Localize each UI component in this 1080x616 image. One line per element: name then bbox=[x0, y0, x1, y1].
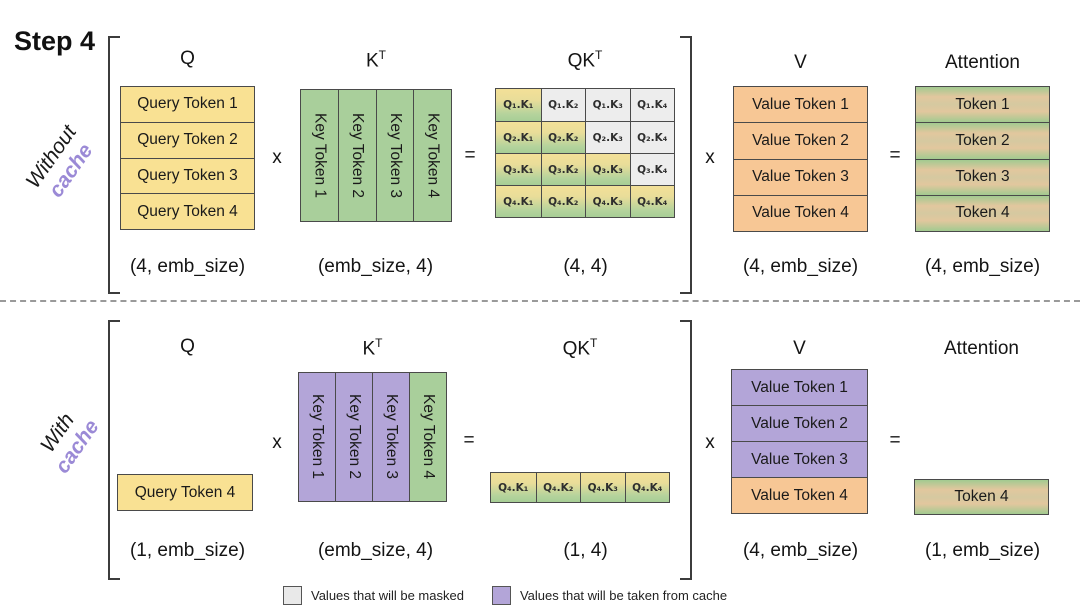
value-token-row: Value Token 3 bbox=[732, 441, 867, 477]
key-token-col: Key Token 3 bbox=[375, 90, 414, 221]
right-bracket-with bbox=[680, 320, 692, 580]
qk-cell: Q₁.K₂ bbox=[540, 89, 585, 121]
qk-cell: Q₁.K₄ bbox=[629, 89, 674, 121]
matrix-title-qkt-with: QKT bbox=[562, 336, 598, 360]
shape-label: (4, emb_size) bbox=[129, 256, 246, 277]
equals-operator: = bbox=[464, 145, 476, 166]
qk-cell: Q₂.K₃ bbox=[585, 121, 630, 153]
query-token-box: Query Token 4 bbox=[117, 474, 253, 511]
attention-matrix-without: Token 1 Token 2 Token 3 Token 4 bbox=[915, 86, 1050, 232]
masked-legend-swatch bbox=[283, 586, 302, 605]
cache-legend-swatch bbox=[491, 586, 511, 605]
equals-operator: = bbox=[463, 430, 475, 451]
query-token-row: Query Token 1 bbox=[121, 87, 254, 122]
key-token-col: Key Token 1 bbox=[299, 373, 335, 501]
shape-label: (1, emb_size) bbox=[129, 540, 246, 561]
matrix-title-kt-with: KT bbox=[362, 336, 383, 360]
right-bracket-without bbox=[680, 36, 692, 294]
qk-cell: Q₄.K₄ bbox=[629, 185, 674, 217]
key-token-col: Key Token 3 bbox=[372, 373, 409, 501]
qk-cell: Q₂.K₁ bbox=[496, 121, 541, 153]
shape-label: (4, emb_size) bbox=[924, 256, 1041, 277]
kt-matrix-with: Key Token 1 Key Token 2 Key Token 3 Key … bbox=[298, 372, 447, 502]
matrix-title-v-without: V bbox=[794, 52, 807, 73]
q-matrix-without: Query Token 1 Query Token 2 Query Token … bbox=[120, 86, 255, 230]
qk-cell: Q₄.K₂ bbox=[535, 473, 580, 502]
matrix-title-qkt-without: QKT bbox=[567, 48, 603, 72]
kt-matrix-without: Key Token 1 Key Token 2 Key Token 3 Key … bbox=[300, 89, 452, 222]
qk-cell: Q₄.K₃ bbox=[580, 473, 625, 502]
matrix-title-kt-without: KT bbox=[365, 48, 387, 72]
shape-label: (1, 4) bbox=[563, 540, 608, 561]
row-label-without: Without cache bbox=[2, 116, 122, 212]
key-token-col: Key Token 4 bbox=[409, 373, 446, 501]
qkt-grid-without: Q₁.K₁ Q₁.K₂ Q₁.K₃ Q₁.K₄ Q₂.K₁ Q₂.K₂ Q₂.K… bbox=[495, 88, 675, 218]
key-token-col: Key Token 2 bbox=[335, 373, 372, 501]
step-title: Step 4 bbox=[14, 26, 96, 56]
shape-label: (1, emb_size) bbox=[924, 540, 1041, 561]
query-token-row: Query Token 3 bbox=[121, 157, 254, 194]
qk-cell: Q₁.K₃ bbox=[585, 89, 630, 121]
left-bracket-without bbox=[108, 36, 120, 294]
value-token-row: Value Token 2 bbox=[732, 405, 867, 441]
shape-label: (4, emb_size) bbox=[742, 256, 859, 277]
key-token-col: Key Token 4 bbox=[413, 90, 451, 221]
value-token-row: Value Token 2 bbox=[734, 122, 867, 159]
matrix-title-attention-with: Attention bbox=[944, 338, 1019, 359]
matrix-title-q-without: Q bbox=[180, 48, 195, 69]
key-token-col: Key Token 2 bbox=[337, 90, 376, 221]
value-token-row: Value Token 4 bbox=[734, 194, 867, 231]
qk-cell: Q₄.K₃ bbox=[585, 185, 630, 217]
qk-cell: Q₄.K₂ bbox=[540, 185, 585, 217]
qk-cell: Q₂.K₄ bbox=[629, 121, 674, 153]
legend: Values that will be masked Values that w… bbox=[283, 586, 727, 605]
left-bracket-with bbox=[108, 320, 120, 580]
v-matrix-without: Value Token 1 Value Token 2 Value Token … bbox=[733, 86, 868, 232]
multiply-operator: x bbox=[705, 432, 715, 453]
qk-cell: Q₃.K₁ bbox=[496, 153, 541, 185]
multiply-operator: x bbox=[272, 432, 282, 453]
qk-cell: Q₃.K₃ bbox=[585, 153, 630, 185]
equals-operator: = bbox=[889, 145, 901, 166]
value-token-row: Value Token 1 bbox=[734, 87, 867, 123]
attention-token-row: Token 3 bbox=[916, 158, 1049, 195]
multiply-operator: x bbox=[705, 147, 715, 168]
key-token-col: Key Token 1 bbox=[301, 90, 338, 221]
qk-cell: Q₄.K₄ bbox=[624, 473, 669, 502]
attention-token-row: Token 4 bbox=[916, 194, 1049, 231]
section-divider bbox=[0, 300, 1080, 302]
query-token-row: Query Token 4 bbox=[121, 193, 254, 229]
multiply-operator: x bbox=[272, 147, 282, 168]
shape-label: (emb_size, 4) bbox=[317, 540, 434, 561]
qk-cell: Q₃.K₄ bbox=[629, 153, 674, 185]
masked-legend-label: Values that will be masked bbox=[311, 588, 464, 603]
equals-operator: = bbox=[889, 430, 901, 451]
attention-token-row: Token 2 bbox=[916, 122, 1049, 159]
attention-token-row: Token 1 bbox=[916, 87, 1049, 123]
shape-label: (emb_size, 4) bbox=[317, 256, 434, 277]
qk-cell: Q₁.K₁ bbox=[496, 89, 541, 121]
value-token-row: Value Token 4 bbox=[732, 477, 867, 513]
qkt-grid-with: Q₄.K₁ Q₄.K₂ Q₄.K₃ Q₄.K₄ bbox=[490, 472, 670, 503]
shape-label: (4, 4) bbox=[563, 256, 608, 277]
matrix-title-attention-without: Attention bbox=[945, 52, 1020, 73]
qk-cell: Q₄.K₁ bbox=[491, 473, 536, 502]
v-matrix-with: Value Token 1 Value Token 2 Value Token … bbox=[731, 369, 868, 514]
cache-legend-label: Values that will be taken from cache bbox=[519, 588, 728, 603]
value-token-row: Value Token 1 bbox=[732, 370, 867, 405]
value-token-row: Value Token 3 bbox=[734, 158, 867, 195]
query-token-row: Query Token 2 bbox=[121, 121, 254, 158]
qk-cell: Q₄.K₁ bbox=[496, 185, 541, 217]
shape-label: (4, emb_size) bbox=[742, 540, 859, 561]
matrix-title-v-with: V bbox=[793, 338, 806, 359]
qk-cell: Q₃.K₂ bbox=[540, 153, 585, 185]
qk-cell: Q₂.K₂ bbox=[540, 121, 585, 153]
matrix-title-q-with: Q bbox=[180, 336, 195, 357]
attention-token-box: Token 4 bbox=[914, 479, 1049, 515]
